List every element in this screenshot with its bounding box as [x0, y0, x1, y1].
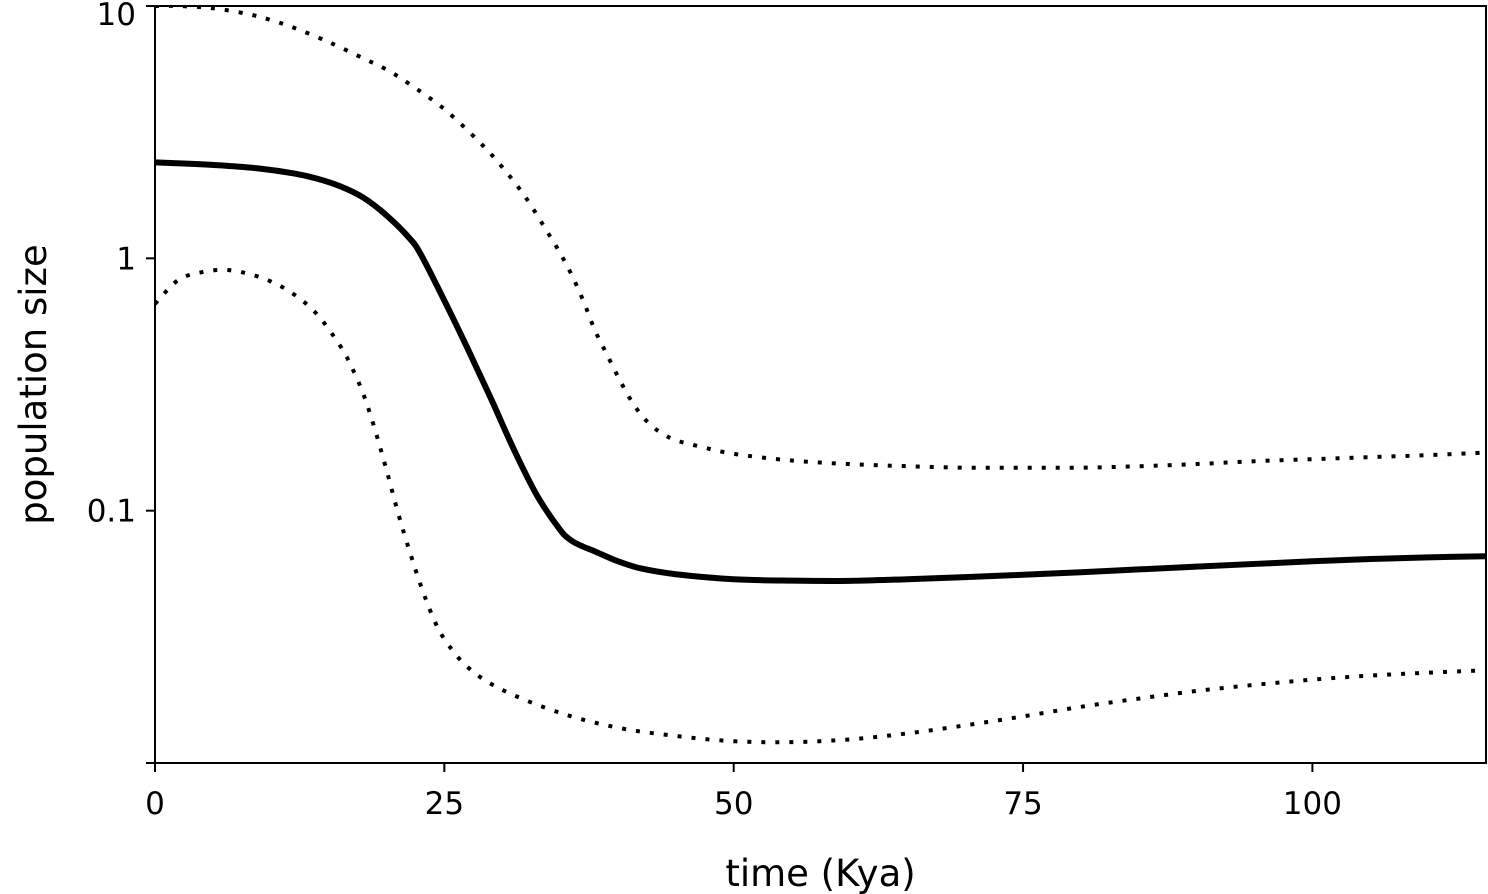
x-tick-label: 100: [1283, 786, 1342, 822]
x-tick-label: 0: [145, 786, 165, 822]
plot-frame: [154, 5, 1487, 764]
lower-bound-dotted-line: [155, 267, 1486, 745]
plot-border: [154, 5, 1487, 764]
upper-bound-dotted-line: [155, 6, 1486, 470]
y-tick-label: 10: [97, 0, 136, 33]
y-tick-label: 0.1: [87, 494, 136, 530]
y-axis: 10 1 0.1: [87, 0, 155, 764]
series-layer: [155, 6, 1486, 745]
x-tick-label: 25: [425, 786, 464, 822]
y-axis-title: population size: [12, 244, 55, 524]
median-solid-line: [155, 159, 1486, 584]
x-tick-label: 50: [714, 786, 753, 822]
x-tick-label: 75: [1003, 786, 1042, 822]
y-tick-label: 1: [116, 241, 136, 277]
x-axis: 0 25 50 75 100: [145, 763, 1342, 822]
x-axis-title: time (Kya): [725, 852, 915, 894]
